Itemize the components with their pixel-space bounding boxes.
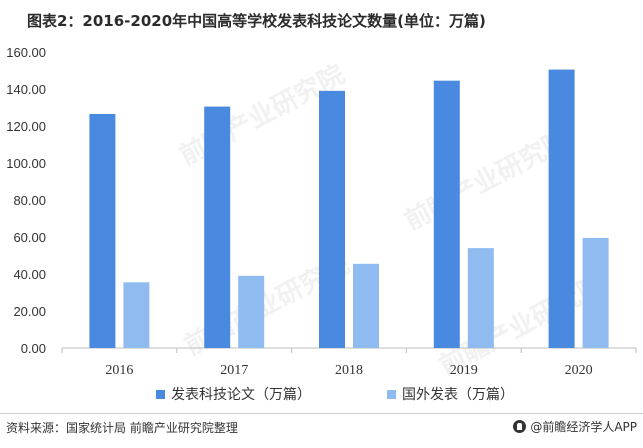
bar-series-1-2019: [433, 80, 460, 349]
bar-series-2-2016: [123, 282, 150, 348]
legend-label-series-1: 发表科技论文（万篇）: [171, 387, 311, 403]
y-tick-label: 0.00: [21, 341, 46, 356]
legend-item-series-2: 国外发表（万篇）: [387, 384, 514, 404]
y-tick-label: 160.00: [6, 45, 46, 60]
brand-label: @前瞻经济学人APP: [530, 420, 637, 434]
bar-series-2-2017: [238, 275, 265, 348]
legend-item-series-1: 发表科技论文（万篇）: [156, 384, 311, 404]
y-tick-label: 60.00: [13, 230, 46, 245]
legend-swatch-series-2: [387, 389, 396, 399]
bar-series-2-2018: [353, 263, 379, 348]
legend-swatch-series-1: [156, 389, 165, 399]
bar-chart: 0.00 20.00 40.00 60.00 80.00 100.00 120.00 140.…: [6, 45, 637, 378]
y-tick-label: 80.00: [13, 193, 46, 208]
bar-series-1-2017: [204, 106, 231, 348]
y-tick-label: 40.00: [13, 267, 46, 282]
x-tick-label-2019: 2019: [450, 363, 478, 378]
y-tick-label: 120.00: [6, 119, 46, 134]
x-tick-label-2018: 2018: [335, 363, 363, 378]
source-note: 资料来源：国家统计局 前瞻产业研究院整理: [6, 421, 238, 435]
chart-title: 图表2：2016-2020年中国高等学校发表科技论文数量(单位：万篇): [27, 12, 486, 30]
bar-series-1-2016: [89, 113, 116, 348]
x-tick-label-2017: 2017: [220, 363, 248, 378]
brand-mark: @前瞻经济学人APP: [513, 418, 637, 435]
x-tick-label-2016: 2016: [105, 363, 133, 378]
brand-logo-icon: [513, 420, 527, 433]
bar-series-1-2018: [319, 90, 345, 348]
bar-series-1-2020: [548, 69, 575, 348]
y-tick-label: 140.00: [6, 82, 46, 97]
bar-series-2-2020: [582, 237, 609, 348]
bar-series-2-2019: [467, 248, 494, 348]
y-tick-label: 20.00: [13, 304, 46, 319]
legend-label-series-2: 国外发表（万篇）: [402, 387, 514, 403]
y-tick-label: 100.00: [6, 156, 46, 171]
x-tick-label-2020: 2020: [565, 363, 593, 378]
footer-divider: [0, 413, 643, 414]
